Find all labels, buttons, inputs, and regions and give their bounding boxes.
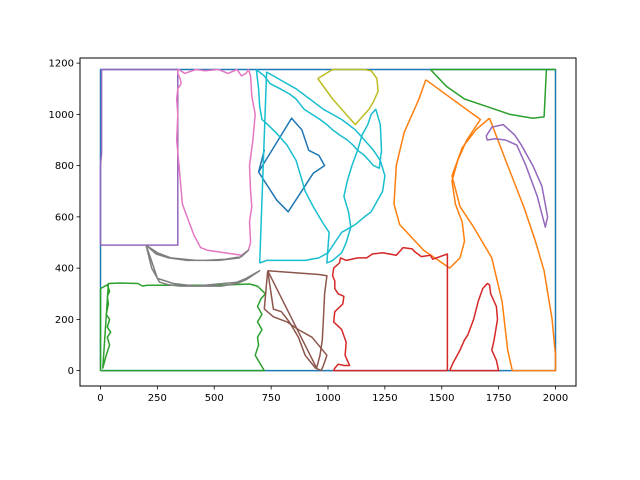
- series-line-10: [263, 270, 328, 372]
- series-line-15: [317, 68, 379, 126]
- series-line-5: [99, 282, 267, 372]
- y-tick-label: 800: [55, 161, 74, 172]
- series-line-9: [485, 123, 549, 228]
- series-line-4: [429, 68, 557, 119]
- series-line-6: [331, 246, 449, 372]
- series-line-12: [175, 68, 256, 257]
- y-tick-label: 1000: [49, 110, 74, 121]
- series-line-16: [255, 68, 383, 264]
- x-tick-label: 1750: [486, 393, 511, 404]
- x-tick-label: 0: [97, 393, 103, 404]
- x-tick-label: 1000: [315, 393, 340, 404]
- x-tick-label: 1500: [429, 393, 454, 404]
- x-tick-label: 250: [148, 393, 167, 404]
- series-line-1: [257, 117, 326, 213]
- series-line-13: [145, 244, 250, 262]
- series-line-11: [267, 269, 328, 369]
- x-tick-label: 1250: [372, 393, 397, 404]
- series-line-7: [449, 282, 500, 372]
- x-tick-label: 2000: [543, 393, 568, 404]
- x-tick-label: 750: [262, 393, 281, 404]
- y-tick-label: 600: [55, 212, 74, 223]
- series-line-8: [99, 68, 179, 246]
- series-line-14: [145, 244, 261, 287]
- series-layer: [99, 68, 557, 372]
- y-tick-label: 0: [68, 366, 74, 377]
- y-tick-label: 400: [55, 264, 74, 275]
- y-tick-label: 200: [55, 315, 74, 326]
- x-tick-label: 500: [205, 393, 224, 404]
- series-line-3: [451, 117, 557, 372]
- axis-layer: 0 250 500 750 1000 1250 1500 1750 2000 0 200 400 600…: [49, 59, 569, 404]
- y-tick-label: 1200: [49, 59, 74, 70]
- series-line-17: [258, 71, 386, 264]
